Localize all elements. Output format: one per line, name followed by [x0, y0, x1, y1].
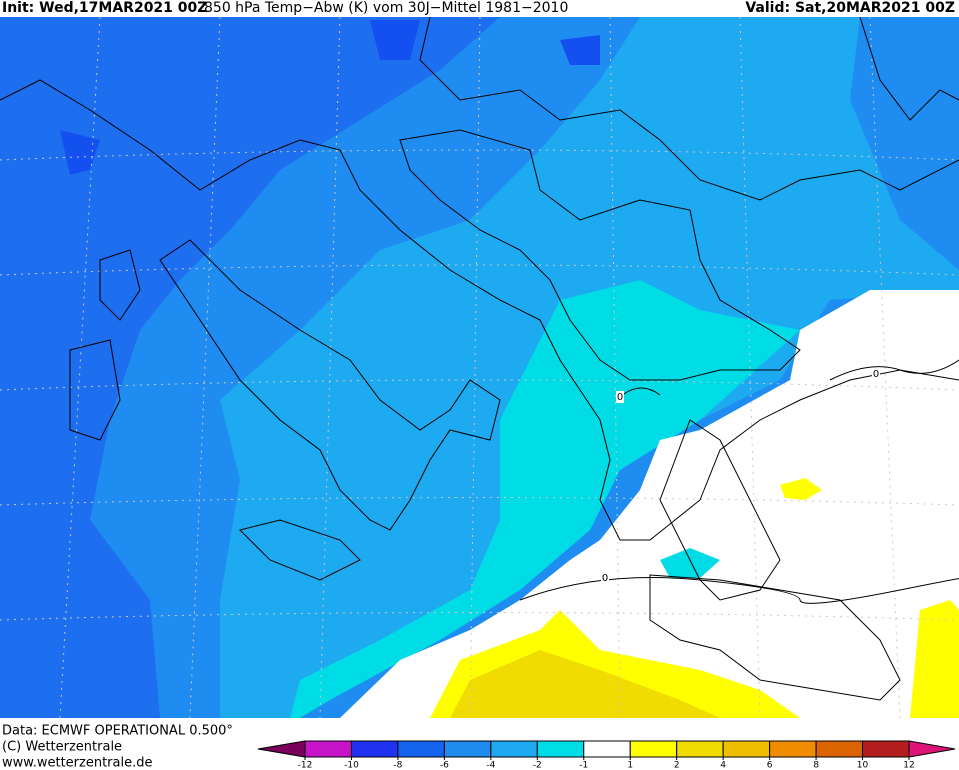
- colorbar-segment: [862, 740, 910, 758]
- map-title: 850 hPa Temp−Abw (K) vom 30J−Mittel 1981…: [204, 0, 568, 16]
- field-region: [660, 548, 720, 578]
- coastline: [69, 249, 361, 581]
- colorbar-segment: [304, 740, 352, 758]
- field-region: [0, 17, 500, 718]
- colorbar-tick-label: 10: [857, 761, 869, 770]
- footer: Data: ECMWF OPERATIONAL 0.500° (C) Wette…: [0, 718, 959, 770]
- field-region: [450, 650, 720, 718]
- colorbar-tick-label: -12: [298, 761, 313, 770]
- colorbar-tick-label: 6: [767, 761, 773, 770]
- colorbar: -12 -10 -8 -6 -4 -2 -1 1 2 4 6 8 10 12: [257, 740, 956, 770]
- init-time: Init: Wed,17MAR2021 00Z: [2, 0, 207, 16]
- data-source: Data: ECMWF OPERATIONAL 0.500°: [2, 724, 233, 739]
- contour-label: 0: [873, 369, 879, 380]
- contour-labels: 0 0 0: [601, 368, 880, 584]
- field-region: [370, 20, 420, 60]
- header: Init: Wed,17MAR2021 00Z 850 hPa Temp−Abw…: [0, 0, 959, 17]
- colorbar-segment: [583, 740, 631, 758]
- colorbar-segment: [676, 740, 724, 758]
- field-region: [290, 280, 800, 718]
- colorbar-segment: [350, 740, 399, 758]
- colorbar-tick-label: 1: [627, 761, 633, 770]
- colorbar-tick-label: -8: [393, 761, 402, 770]
- colorbar-tick-label: 12: [903, 761, 914, 770]
- colorbar-segment: [536, 740, 585, 758]
- coastline: [0, 79, 959, 541]
- contour-label-bg: [601, 572, 609, 584]
- colorbar-segment: [722, 740, 771, 758]
- colorbar-segment: [490, 740, 538, 758]
- colorbar-tick-label: -2: [533, 761, 542, 770]
- colorbar-segment: [443, 740, 492, 758]
- field-region: [340, 290, 959, 718]
- field-region: [780, 478, 822, 500]
- colorbar-end: [908, 740, 956, 758]
- contour-label: 0: [617, 392, 623, 403]
- contour-label-bg: [616, 391, 624, 403]
- coastline: [399, 129, 801, 381]
- field-region: [910, 600, 959, 718]
- coastline: [419, 16, 959, 201]
- valid-time: Valid: Sat,20MAR2021 00Z: [745, 0, 955, 16]
- field-region: [60, 130, 100, 175]
- coastline: [159, 239, 501, 531]
- coastline: [649, 419, 901, 701]
- contour-label-bg: [872, 368, 880, 380]
- colorbar-tick-label: -4: [486, 761, 495, 770]
- colorbar-tick-label: -1: [579, 761, 588, 770]
- colorbar-tick-label: 2: [674, 761, 680, 770]
- grid-line: [0, 16, 959, 719]
- colorbar-tick-label: 4: [720, 761, 726, 770]
- colorbar-segment: [815, 740, 864, 758]
- colorbar-tick-label: -10: [344, 761, 359, 770]
- header-bg: [0, 0, 959, 17]
- colorbar-segment: [397, 740, 445, 758]
- map: 0 0 0: [0, 16, 959, 719]
- copyright: (C) Wetterzentrale: [2, 740, 122, 755]
- colorbar-segment: [769, 740, 817, 758]
- colorbar-segment: [629, 740, 678, 758]
- contour-label: 0: [602, 573, 608, 584]
- field-region: [560, 35, 600, 65]
- colorbar-tick-label: 8: [813, 761, 819, 770]
- website: www.wetterzentrale.de: [2, 756, 152, 770]
- colorbar-tick-label: -6: [440, 761, 449, 770]
